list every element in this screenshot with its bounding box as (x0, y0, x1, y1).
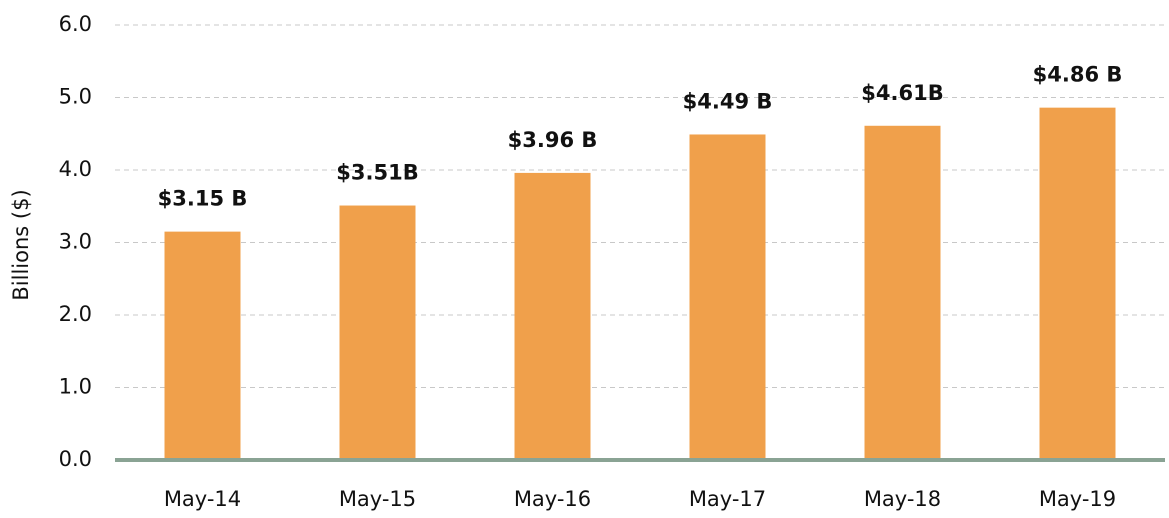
value-label: $4.86 B (1033, 63, 1123, 87)
x-tick-label: May-18 (864, 487, 941, 511)
bar (339, 205, 416, 460)
x-tick-label: May-14 (164, 487, 241, 511)
bar (689, 134, 766, 460)
value-label: $4.49 B (683, 89, 773, 113)
y-tick-label: 0.0 (59, 447, 92, 471)
y-tick-label: 2.0 (59, 302, 92, 326)
x-tick-label: May-15 (339, 487, 416, 511)
x-tick-label: May-16 (514, 487, 591, 511)
y-tick-label: 1.0 (59, 375, 92, 399)
value-label: $4.61B (861, 81, 943, 105)
value-label: $3.15 B (158, 187, 248, 211)
bar (1039, 107, 1116, 461)
bar (164, 231, 241, 460)
x-tick-label: May-17 (689, 487, 766, 511)
y-tick-label: 4.0 (59, 157, 92, 181)
bar (514, 172, 591, 460)
y-tick-label: 6.0 (59, 12, 92, 36)
y-tick-label: 5.0 (59, 85, 92, 109)
bar (864, 125, 941, 461)
y-tick-label: 3.0 (59, 230, 92, 254)
x-tick-label: May-19 (1039, 487, 1116, 511)
value-label: $3.51B (336, 161, 418, 185)
value-label: $3.96 B (508, 128, 598, 152)
y-axis-label: Billions ($) (9, 189, 33, 300)
